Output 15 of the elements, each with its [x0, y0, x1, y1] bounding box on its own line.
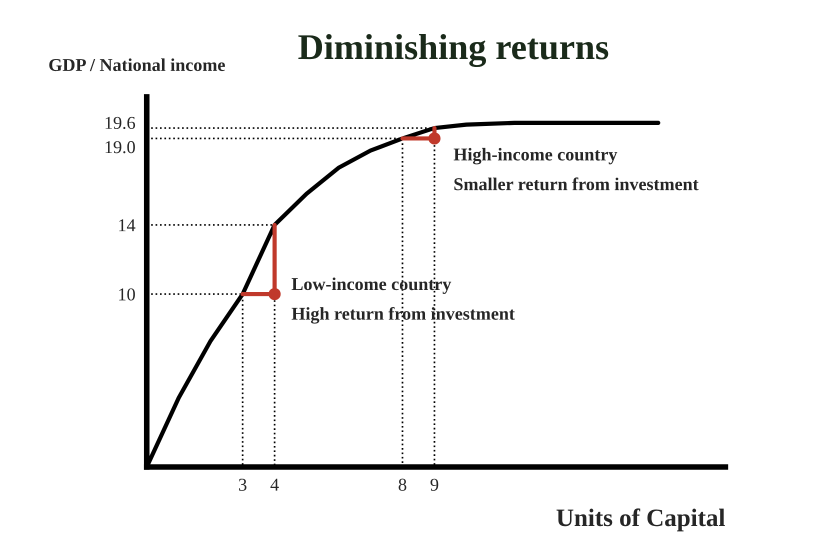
annotation: High return from investment — [292, 306, 515, 324]
annotation: Low-income country — [292, 277, 452, 294]
annotation: High-income country — [454, 148, 618, 164]
y-axis-title: GDP / National income — [49, 58, 225, 72]
y-tick-label: 19.0 — [106, 141, 135, 154]
annotation: Smaller return from investment — [454, 177, 699, 190]
y-tick-label: 10 — [119, 288, 135, 301]
x-axis-title: Units of Capital — [556, 508, 725, 532]
chart-title: Diminishing returns — [298, 34, 608, 67]
x-tick-label: 8 — [398, 478, 406, 491]
y-tick-label: 14 — [119, 219, 136, 232]
y-tick-label: 19.6 — [106, 116, 136, 130]
x-tick-label: 3 — [238, 478, 246, 491]
x-tick-label: 4 — [270, 478, 279, 491]
x-tick-label: 9 — [430, 478, 438, 491]
